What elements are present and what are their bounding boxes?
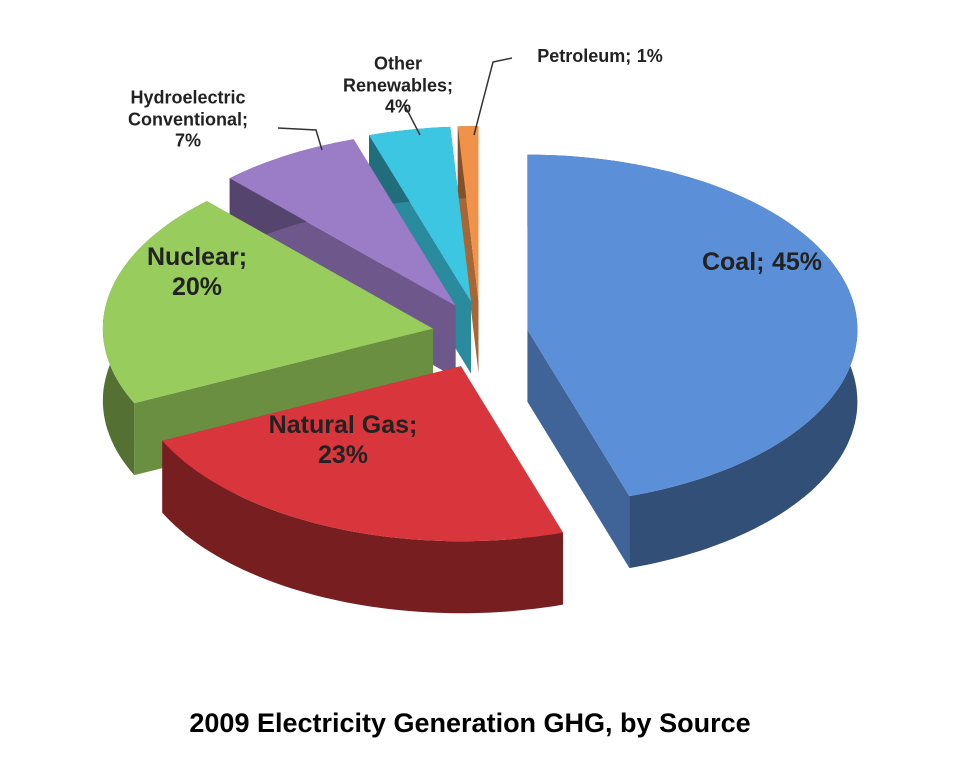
value-label: 23% xyxy=(317,441,369,469)
slices xyxy=(102,126,858,614)
pie-slice xyxy=(102,201,433,404)
slice-side xyxy=(162,440,563,614)
category-label: Natural Gas; xyxy=(268,411,418,439)
value-label: 7% xyxy=(174,130,201,151)
slice-label: Petroleum; 1% xyxy=(537,46,662,68)
pie-slice xyxy=(457,126,479,301)
leader-line xyxy=(403,103,421,136)
category-label: Other Renewables; xyxy=(342,53,454,96)
category-label: Nuclear; xyxy=(146,243,248,271)
slice-side xyxy=(527,329,630,569)
value-label: 45% xyxy=(771,248,823,276)
leader-line xyxy=(277,127,323,151)
value-label: 1% xyxy=(636,46,663,67)
slice-label: Coal; 45% xyxy=(702,247,822,277)
pie-slice xyxy=(527,154,858,497)
slice-label: Hydroelectric Conventional; 7% xyxy=(103,88,273,153)
leader-line xyxy=(473,57,513,136)
category-label: Petroleum; xyxy=(537,46,632,67)
value-label: 20% xyxy=(171,273,223,301)
value-label: 4% xyxy=(384,96,411,117)
pie-slice xyxy=(162,366,563,542)
chart xyxy=(102,57,858,614)
category-label: Hydroelectric Conventional; xyxy=(128,87,248,130)
category-label: Coal; xyxy=(701,248,765,276)
pie-slice xyxy=(369,126,471,302)
chart-title: 2009 Electricity Generation GHG, by Sour… xyxy=(189,708,751,738)
slice-label: Natural Gas; 23% xyxy=(269,410,418,470)
slice-label: Other Renewables; 4% xyxy=(333,54,463,119)
pie-slice xyxy=(229,139,456,306)
slice-label: Nuclear; 20% xyxy=(147,242,247,302)
